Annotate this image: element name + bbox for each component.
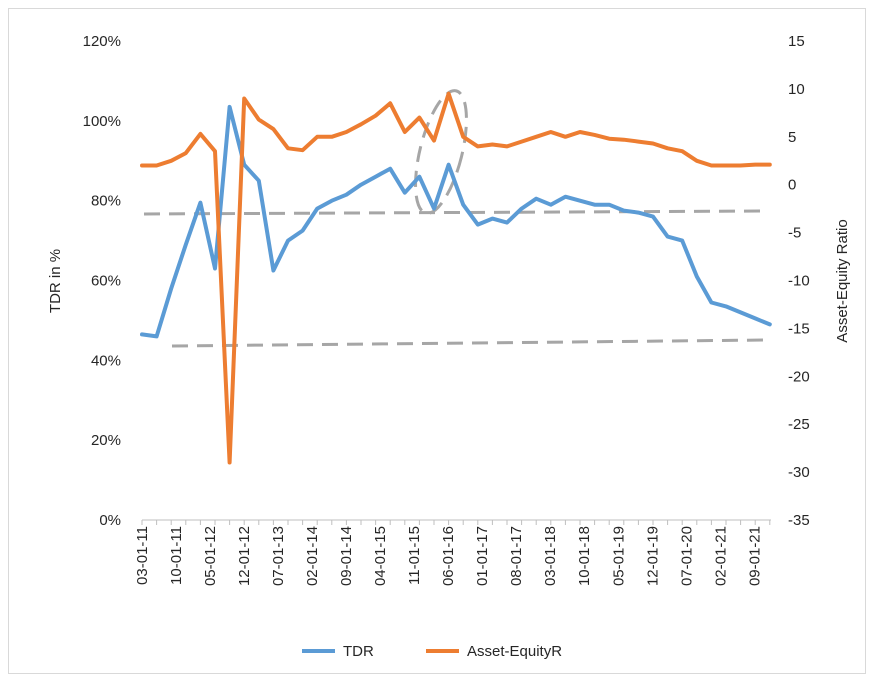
right-tick-label: -20 <box>788 368 810 385</box>
x-tick-label: 09-01-21 <box>746 526 763 586</box>
left-tick-label: 20% <box>91 432 121 449</box>
x-tick-label: 03-01-11 <box>134 526 151 585</box>
right-tick-label: -30 <box>788 464 810 481</box>
series-line-asset-equityr <box>140 91 772 465</box>
right-tick-label: 5 <box>788 129 796 146</box>
right-tick-label: 0 <box>788 177 796 194</box>
left-axis-ticks: 0% 20% 40% 60% 80% 100% 120% <box>83 33 121 529</box>
right-tick-label: -15 <box>788 320 810 337</box>
x-tick-label: 06-01-16 <box>440 526 457 586</box>
left-tick-label: 80% <box>91 193 121 210</box>
right-tick-label: -35 <box>788 512 810 529</box>
x-tick-label: 02-01-14 <box>304 526 321 586</box>
x-tick-label: 05-01-12 <box>202 526 219 586</box>
x-tick-label: 02-01-21 <box>712 526 729 586</box>
x-axis-ticks: 03-01-11 10-01-11 05-01-12 12-01-12 07-01-13… <box>134 520 771 586</box>
x-tick-label: 03-01-18 <box>542 526 559 586</box>
x-tick-label: 04-01-15 <box>372 526 389 586</box>
left-tick-label: 40% <box>91 352 121 369</box>
left-tick-label: 0% <box>99 512 121 529</box>
trend-line-upper <box>143 209 769 216</box>
right-tick-label: -5 <box>788 225 801 242</box>
x-tick-label: 01-01-17 <box>474 526 491 586</box>
right-tick-label: -10 <box>788 273 810 290</box>
series-layer <box>140 91 772 465</box>
x-tick-label: 11-01-15 <box>406 526 423 585</box>
x-tick-label: 09-01-14 <box>338 526 355 586</box>
series-line-tdr <box>140 104 772 339</box>
left-tick-label: 120% <box>83 33 121 50</box>
x-tick-label: 10-01-18 <box>576 526 593 586</box>
trend-line-lower <box>171 338 769 348</box>
right-tick-label: 15 <box>788 33 805 50</box>
x-tick-label: 12-01-12 <box>236 526 253 586</box>
right-axis-ticks: -35 -30 -25 -20 -15 -10 -5 0 5 10 15 <box>788 33 810 529</box>
legend-label: TDR <box>343 643 374 660</box>
legend-label: Asset-EquityR <box>467 643 562 660</box>
legend: TDR Asset-EquityR <box>302 643 562 660</box>
left-tick-label: 60% <box>91 273 121 290</box>
right-tick-label: 10 <box>788 81 805 98</box>
highlight-ellipse <box>414 89 468 215</box>
annotation-layer <box>143 89 769 348</box>
right-axis-title: Asset-Equity Ratio <box>834 219 851 342</box>
x-tick-label: 08-01-17 <box>508 526 525 586</box>
x-tick-label: 10-01-11 <box>168 526 185 585</box>
x-tick-label: 05-01-19 <box>610 526 627 586</box>
left-axis-title: TDR in % <box>47 249 64 313</box>
chart-frame <box>8 8 866 674</box>
right-tick-label: -25 <box>788 416 810 433</box>
x-tick-label: 12-01-19 <box>644 526 661 586</box>
x-tick-label: 07-01-20 <box>678 526 695 586</box>
x-tick-label: 07-01-13 <box>270 526 287 586</box>
left-tick-label: 100% <box>83 113 121 130</box>
